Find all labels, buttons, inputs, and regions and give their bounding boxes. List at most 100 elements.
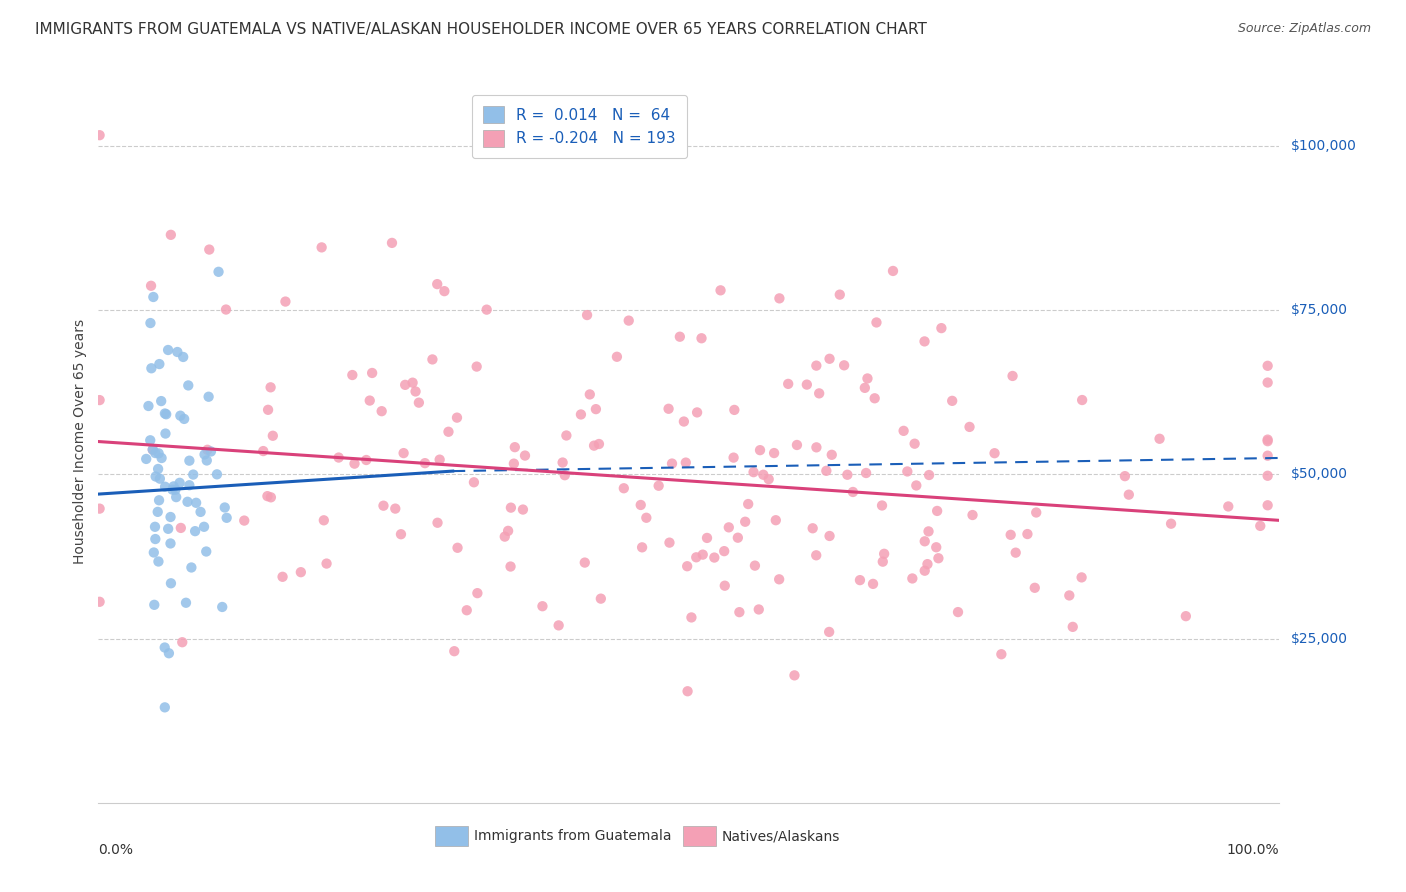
Point: [381, 235, 404, 250]
Point: [758, 472, 780, 486]
Point: [139, 434, 162, 448]
Point: [713, 579, 735, 593]
Point: [818, 529, 841, 543]
Point: [728, 605, 751, 619]
Point: [983, 446, 1005, 460]
Point: [512, 502, 534, 516]
Point: [917, 557, 939, 571]
Point: [569, 408, 592, 422]
Point: [142, 290, 165, 304]
Point: [1257, 449, 1279, 463]
Point: [274, 294, 297, 309]
Point: [917, 524, 939, 539]
Point: [139, 278, 162, 293]
Point: [873, 547, 896, 561]
Point: [465, 359, 488, 374]
Point: [1062, 620, 1084, 634]
Point: [658, 535, 681, 549]
Text: $25,000: $25,000: [1291, 632, 1347, 646]
Text: Source: ZipAtlas.com: Source: ZipAtlas.com: [1237, 22, 1371, 36]
Point: [174, 596, 197, 610]
Point: [585, 402, 607, 417]
Point: [153, 700, 176, 714]
Point: [685, 550, 707, 565]
Point: [89, 128, 111, 143]
Point: [259, 380, 281, 394]
Point: [145, 469, 167, 483]
Point: [717, 520, 740, 534]
Point: [89, 595, 111, 609]
Point: [356, 453, 378, 467]
Point: [734, 515, 756, 529]
Point: [709, 283, 731, 297]
Point: [426, 277, 449, 292]
Point: [1017, 527, 1039, 541]
Point: [870, 499, 893, 513]
Point: [676, 684, 699, 698]
Point: [148, 357, 170, 371]
Point: [1257, 376, 1279, 390]
Point: [768, 572, 790, 586]
Point: [808, 386, 831, 401]
Point: [554, 468, 576, 483]
Point: [180, 560, 202, 574]
Point: [200, 444, 222, 458]
Point: [849, 573, 872, 587]
Point: [143, 446, 166, 460]
Point: [837, 467, 859, 482]
Point: [361, 366, 384, 380]
Point: [179, 478, 201, 492]
Point: [863, 392, 886, 406]
Point: [1257, 434, 1279, 449]
Point: [148, 554, 170, 568]
Text: 100.0%: 100.0%: [1227, 843, 1279, 856]
Point: [676, 559, 699, 574]
Point: [658, 401, 681, 416]
Point: [207, 265, 229, 279]
Point: [195, 544, 218, 558]
Point: [184, 524, 207, 538]
Point: [914, 334, 936, 349]
Point: [723, 450, 745, 465]
Point: [89, 393, 111, 408]
Point: [959, 420, 981, 434]
Point: [160, 227, 183, 242]
Point: [153, 407, 176, 421]
Point: [343, 457, 366, 471]
Point: [588, 437, 610, 451]
Point: [394, 377, 416, 392]
Point: [215, 511, 238, 525]
Point: [148, 493, 170, 508]
Point: [475, 302, 498, 317]
Point: [513, 449, 536, 463]
Point: [1114, 469, 1136, 483]
Text: Natives/Alaskans: Natives/Alaskans: [723, 829, 841, 843]
Point: [1257, 498, 1279, 512]
Point: [1118, 488, 1140, 502]
Point: [748, 602, 770, 616]
Point: [503, 440, 526, 454]
Text: $75,000: $75,000: [1291, 303, 1347, 318]
Point: [821, 448, 844, 462]
Point: [617, 313, 640, 327]
Point: [148, 446, 170, 460]
Point: [918, 468, 941, 483]
Point: [143, 598, 166, 612]
Point: [155, 426, 177, 441]
Point: [686, 405, 709, 419]
Point: [931, 321, 953, 335]
Point: [806, 549, 828, 563]
Point: [1218, 500, 1240, 514]
Point: [197, 442, 219, 457]
Point: [744, 558, 766, 573]
Point: [786, 438, 808, 452]
Point: [373, 499, 395, 513]
Point: [429, 452, 451, 467]
Point: [166, 345, 188, 359]
Text: IMMIGRANTS FROM GUATEMALA VS NATIVE/ALASKAN HOUSEHOLDER INCOME OVER 65 YEARS COR: IMMIGRANTS FROM GUATEMALA VS NATIVE/ALAS…: [35, 22, 927, 37]
Point: [342, 368, 364, 382]
Text: 0.0%: 0.0%: [98, 843, 134, 856]
Point: [806, 441, 828, 455]
Point: [583, 439, 606, 453]
Point: [925, 541, 948, 555]
